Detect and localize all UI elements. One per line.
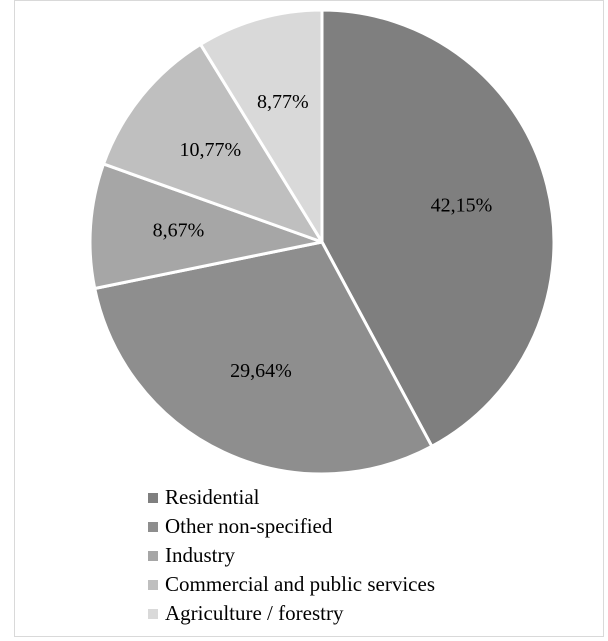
legend-swatch [148, 492, 158, 503]
legend-swatch [148, 608, 158, 619]
pie-slice-agriculture-forestry [199, 8, 324, 244]
legend-label: Industry [165, 543, 235, 567]
legend-item: Residential [148, 483, 435, 512]
legend-item: Agriculture / forestry [148, 599, 435, 628]
pie-chart: 42,15% 29,64% 8,67% 10,77% 8,77% [88, 8, 556, 476]
legend-label: Commercial and public services [165, 572, 435, 596]
pie-slice-commercial-and-public-services [102, 42, 324, 244]
pie-slice-residential [320, 8, 556, 448]
data-label: 10,77% [179, 139, 241, 161]
legend-swatch [148, 579, 158, 590]
chart-area: 42,15% 29,64% 8,67% 10,77% 8,77% [14, 0, 604, 637]
legend-label: Other non-specified [165, 514, 333, 538]
pie-slice-industry [88, 162, 324, 290]
pie-slice-other-non-specified [93, 240, 434, 476]
legend-label: Agriculture / forestry [165, 601, 344, 625]
data-label: 8,67% [153, 219, 205, 241]
legend-item: Commercial and public services [148, 570, 435, 599]
legend-swatch [148, 550, 158, 561]
data-label: 8,77% [257, 91, 309, 113]
legend-swatch [148, 521, 158, 532]
legend-item: Industry [148, 541, 435, 570]
legend-label: Residential [165, 485, 260, 509]
chart-legend: Residential Other non-specified Industry Co… [148, 483, 435, 628]
data-label: 42,15% [431, 194, 493, 216]
legend-item: Other non-specified [148, 512, 435, 541]
data-label: 29,64% [230, 360, 292, 382]
